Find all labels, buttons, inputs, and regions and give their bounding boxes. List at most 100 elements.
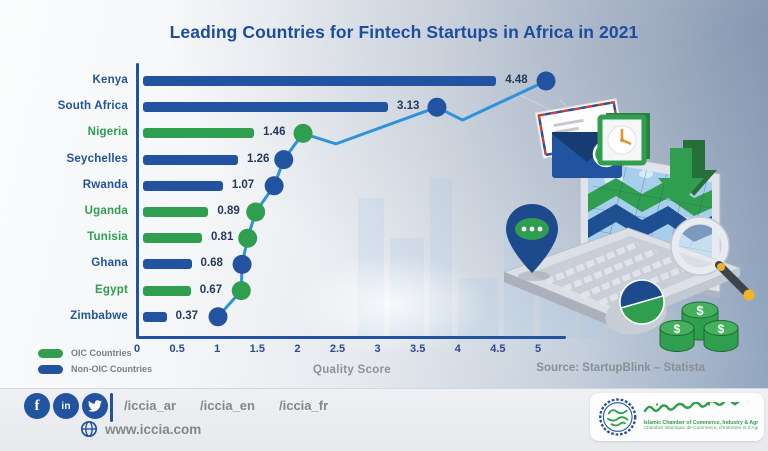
xtick-4: 4: [454, 343, 461, 355]
footer-divider: [110, 393, 113, 422]
facebook-icon[interactable]: f: [24, 393, 50, 419]
twitter-icon[interactable]: [82, 393, 108, 419]
bar-zimbabwe: [143, 311, 167, 322]
bar-nigeria: [143, 128, 255, 139]
ylabel-egypt: Egypt: [95, 283, 128, 296]
location-pin-icon: [506, 204, 558, 281]
chart-legend: OIC Countries Non-OIC Countries: [38, 347, 152, 379]
iccia-logo-text: Islamic Chamber of Commerce, Industry & …: [643, 402, 758, 432]
ylabel-tunisia: Tunisia: [87, 231, 128, 244]
xtick-1-5: 1.5: [249, 343, 265, 355]
org-name-fr: Chambre Islamique de Commerce, d'Industr…: [643, 426, 758, 431]
value-ghana: 0.68: [200, 257, 223, 270]
iccia-logo: Islamic Chamber of Commerce, Industry & …: [590, 393, 764, 441]
value-south-africa: 3.13: [397, 100, 420, 113]
trend-dot-kenya: [536, 71, 556, 91]
value-seychelles: 1.26: [247, 152, 270, 165]
xtick-3-5: 3.5: [410, 343, 426, 355]
xtick-0-5: 0.5: [169, 343, 185, 355]
ylabel-zimbabwe: Zimbabwe: [70, 309, 128, 322]
website-row: www.iccia.com: [80, 420, 201, 438]
xtick-2: 2: [294, 343, 301, 355]
laptop-illustration: $ $ $: [502, 98, 755, 352]
svg-text:$: $: [718, 322, 725, 336]
bar-egypt: [143, 285, 191, 296]
y-axis-line: [136, 63, 139, 339]
footer: f in /iccia_ar/iccia_en/iccia_fr www.icc…: [0, 388, 768, 451]
ylabel-ghana: Ghana: [91, 257, 128, 270]
bar-seychelles: [143, 154, 239, 165]
value-rwanda: 1.07: [231, 178, 255, 191]
bar-ghana: [143, 259, 192, 270]
xtick-1: 1: [214, 343, 221, 355]
xtick-2-5: 2.5: [329, 343, 346, 355]
value-tunisia: 0.81: [210, 231, 234, 244]
bar-tunisia: [143, 233, 202, 244]
blue-envelope-icon: [552, 132, 626, 178]
trend-dot-tunisia: [238, 228, 258, 248]
ylabel-nigeria: Nigeria: [87, 126, 128, 139]
arabic-calligraphy-icon: [644, 402, 750, 413]
bar-rwanda: [143, 180, 223, 191]
value-uganda: 0.89: [217, 205, 240, 217]
trend-dot-uganda: [246, 202, 266, 222]
bar-kenya: [143, 76, 497, 86]
legend-label-non-oic: Non-OIC Countries: [71, 364, 152, 374]
legend-swatch-non-oic: [38, 364, 63, 374]
magnifier-icon: [670, 216, 755, 301]
handle-iccia_ar[interactable]: /iccia_ar: [124, 398, 177, 413]
trend-dot-south-africa: [427, 97, 447, 117]
value-nigeria: 1.46: [263, 126, 286, 139]
social-icons: f in: [24, 393, 108, 419]
hand-watermark: [290, 255, 490, 355]
trend-line: [216, 79, 547, 318]
pie-chart-mouse-icon: [605, 279, 667, 335]
clock-icon: [597, 113, 650, 166]
svg-text:$: $: [674, 322, 681, 336]
bar-south-africa: [143, 102, 389, 113]
trend-dot-zimbabwe: [208, 307, 228, 327]
ylabel-rwanda: Rwanda: [82, 178, 128, 191]
skyline-watermark: [358, 90, 640, 338]
laptop-base: [502, 227, 742, 328]
x-axis-line: [136, 336, 566, 339]
handle-iccia_fr[interactable]: /iccia_fr: [278, 398, 329, 413]
trend-dot-nigeria: [293, 123, 313, 143]
trend-dot-rwanda: [264, 176, 284, 196]
source-label: Source: StartupBlink – Statista: [536, 362, 705, 374]
linkedin-icon[interactable]: in: [53, 393, 79, 419]
twitter-bird-icon: [88, 400, 102, 412]
xtick-3: 3: [374, 343, 381, 355]
trend-dot-ghana: [232, 254, 252, 274]
ylabel-kenya: Kenya: [92, 74, 128, 86]
xtick-4-5: 4.5: [490, 343, 506, 355]
x-axis-title: Quality Score: [312, 364, 392, 376]
page-title: Leading Countries for Fintech Startups i…: [169, 22, 639, 42]
trend-dot-seychelles: [274, 150, 294, 170]
legend-item-oic: OIC Countries: [38, 347, 152, 359]
svg-text:$: $: [696, 303, 704, 318]
handle-iccia_en[interactable]: /iccia_en: [200, 398, 255, 413]
social-handles: /iccia_ar/iccia_en/iccia_fr: [124, 398, 328, 413]
down-arrow-icon: [658, 140, 717, 204]
iccia-emblem-icon: [599, 398, 637, 436]
laptop-screen: [579, 149, 721, 298]
website-link[interactable]: www.iccia.com: [105, 421, 202, 437]
coins-icon: $ $ $: [659, 301, 739, 352]
legend-label-oic: OIC Countries: [71, 348, 132, 358]
xtick-0: 0: [133, 343, 141, 355]
globe-icon: [80, 420, 98, 438]
ylabel-seychelles: Seychelles: [66, 152, 128, 165]
value-egypt: 0.67: [199, 283, 223, 296]
legend-swatch-oic: [38, 348, 63, 358]
value-kenya: 4.48: [505, 74, 528, 86]
xtick-5: 5: [534, 343, 542, 355]
legend-item-non-oic: Non-OIC Countries: [38, 363, 152, 375]
org-name-en: Islamic Chamber of Commerce, Industry & …: [643, 420, 758, 426]
value-zimbabwe: 0.37: [175, 309, 199, 322]
ylabel-south-africa: South Africa: [57, 100, 128, 113]
email-envelope-icon: [534, 98, 625, 159]
